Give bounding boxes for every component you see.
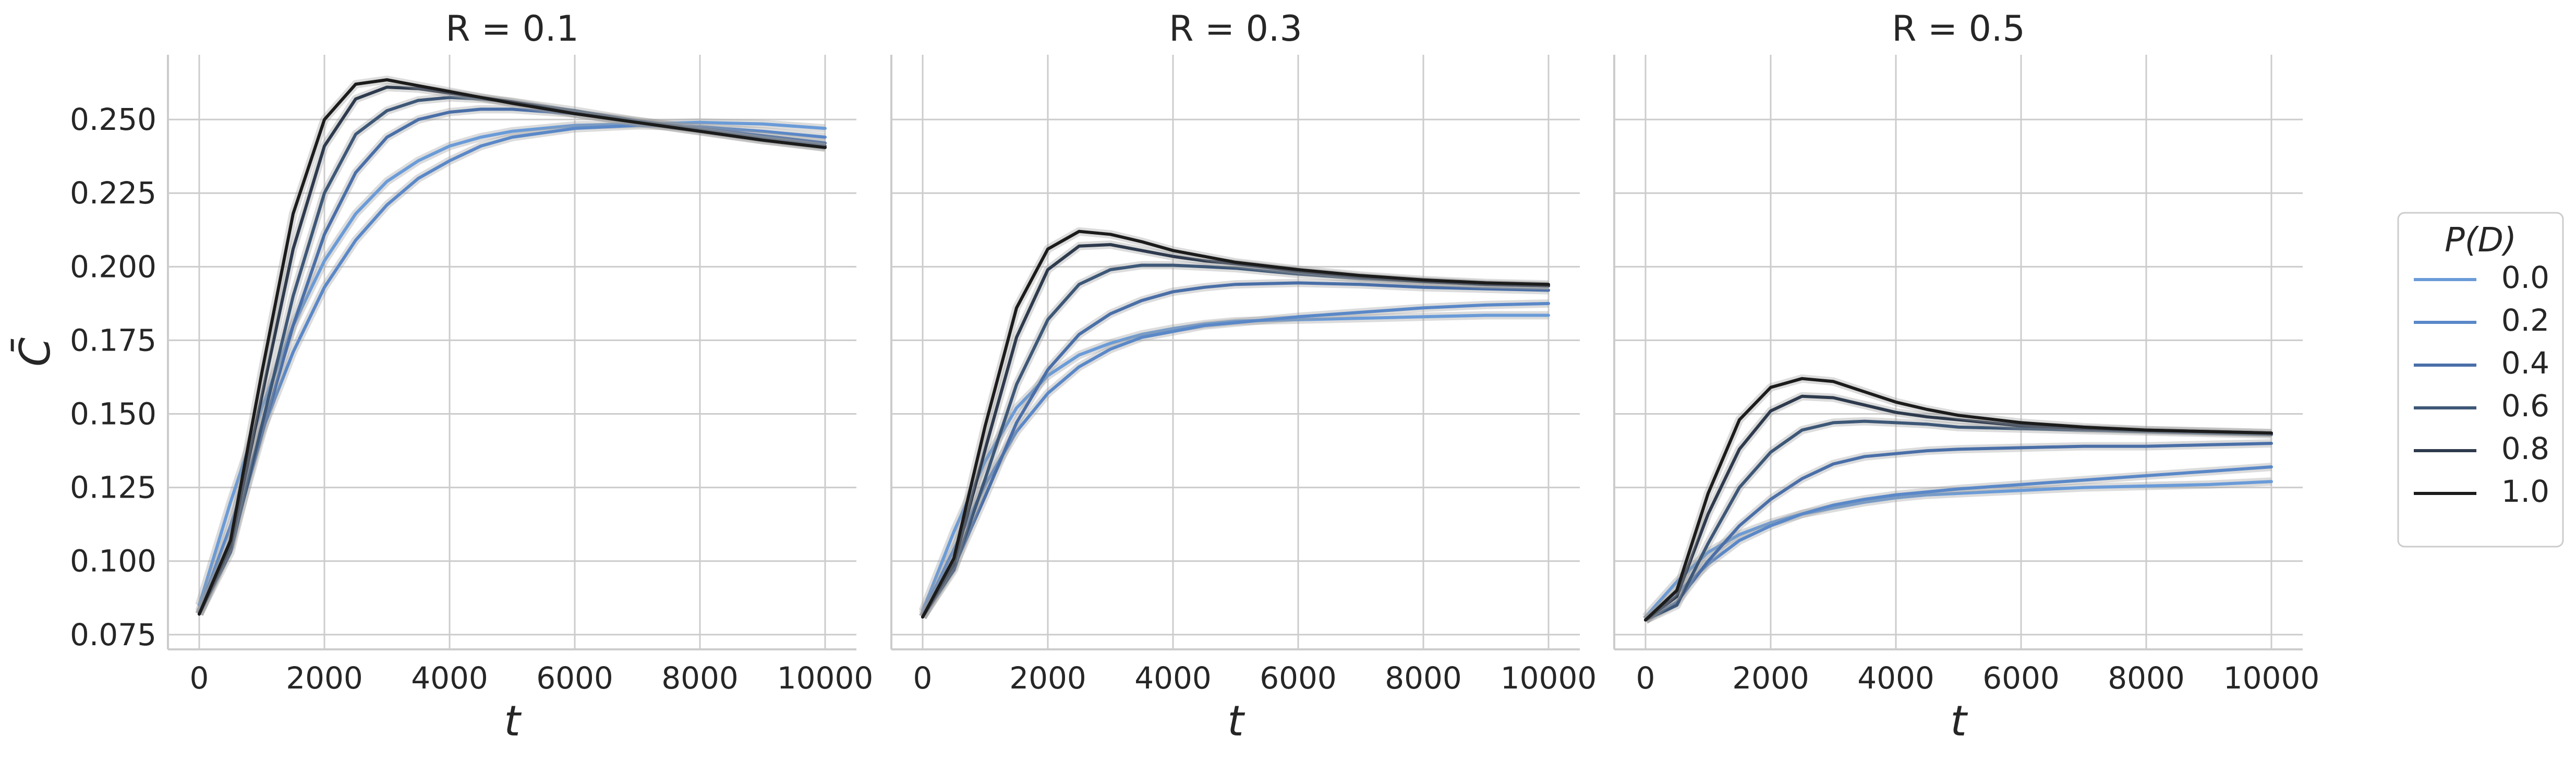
series-line-0.4 (921, 281, 1550, 619)
y-axis-label: C̄ (10, 337, 59, 367)
y-tick-label: 0.175 (70, 322, 156, 358)
series-band-0.2 (195, 121, 826, 613)
series-line-0.0 (1644, 480, 2273, 619)
series-line-0.2 (198, 124, 827, 613)
y-tick-label: 0.150 (70, 396, 156, 432)
x-tick-label: 10000 (777, 660, 874, 696)
legend-frame (2397, 212, 2564, 548)
x-tick-label: 8000 (2108, 660, 2185, 696)
x-axis-label: t (504, 697, 522, 745)
y-tick-label: 0.125 (70, 470, 156, 505)
panel-title: R = 0.5 (1892, 8, 2025, 50)
x-tick-label: 10000 (2223, 660, 2320, 696)
x-tick-label: 2000 (1732, 660, 1809, 696)
x-tick-label: 2000 (1009, 660, 1086, 696)
series-line-1.0 (1644, 377, 2273, 622)
series-line-0.0 (198, 120, 827, 607)
legend-items: 0.0 0.2 0.4 0.6 0.8 1.0 (2414, 260, 2549, 509)
x-tick-label: 0 (1636, 660, 1655, 696)
legend-entry: 0.6 (2501, 388, 2549, 424)
panel-title: R = 0.1 (445, 8, 579, 50)
y-tick-label: 0.200 (70, 249, 156, 284)
panel-3: R = 0.5 0 2000 4000 6000 8000 10000 t (1613, 8, 2320, 745)
x-axis-label: t (1950, 697, 1968, 745)
legend-entry: 0.0 (2501, 260, 2549, 295)
legend-entry: 0.8 (2501, 431, 2549, 466)
y-tick-label: 0.225 (70, 175, 156, 211)
series-line-0.0 (921, 313, 1550, 613)
y-tick-label: 0.250 (70, 102, 156, 137)
series-band-0.0 (195, 118, 826, 607)
series-band-0.0 (1642, 477, 2272, 620)
x-tick-label: 10000 (1501, 660, 1597, 696)
x-tick-label: 6000 (1982, 660, 2060, 696)
x-tick-label: 6000 (536, 660, 613, 696)
series-line-0.4 (1644, 442, 2273, 622)
x-tick-label: 4000 (411, 660, 488, 696)
x-tick-label: 4000 (1134, 660, 1212, 696)
legend-title: P(D) (2445, 221, 2517, 260)
x-tick-label: 0 (190, 660, 209, 696)
y-tick-label: 0.075 (70, 617, 156, 653)
series-line-1.0 (198, 78, 827, 616)
series-band-0.0 (918, 311, 1549, 613)
legend: P(D) 0.0 0.2 0.4 0.6 0.8 1.0 (2397, 212, 2564, 548)
legend-entry: 0.4 (2501, 345, 2549, 381)
x-tick-label: 6000 (1260, 660, 1337, 696)
y-tick-label: 0.100 (70, 543, 156, 579)
x-tick-label: 8000 (1385, 660, 1462, 696)
legend-entry: 1.0 (2501, 474, 2549, 509)
panel-title: R = 0.3 (1169, 8, 1302, 50)
panel-1: R = 0.1 0 2000 4000 6000 8000 10000 0.075 0.100 0… (70, 8, 873, 745)
legend-entry: 0.2 (2501, 303, 2549, 338)
x-tick-label: 8000 (661, 660, 739, 696)
x-tick-label: 4000 (1857, 660, 1934, 696)
series-line-0.2 (1644, 465, 2273, 622)
x-axis-label: t (1227, 697, 1245, 745)
panels: R = 0.1 0 2000 4000 6000 8000 10000 0.075 0.100 0… (70, 8, 2319, 745)
x-tick-label: 2000 (286, 660, 363, 696)
panel-2: R = 0.3 0 2000 4000 6000 8000 10000 t (890, 8, 1597, 745)
series-line-1.0 (921, 229, 1550, 619)
x-tick-label: 0 (913, 660, 933, 696)
